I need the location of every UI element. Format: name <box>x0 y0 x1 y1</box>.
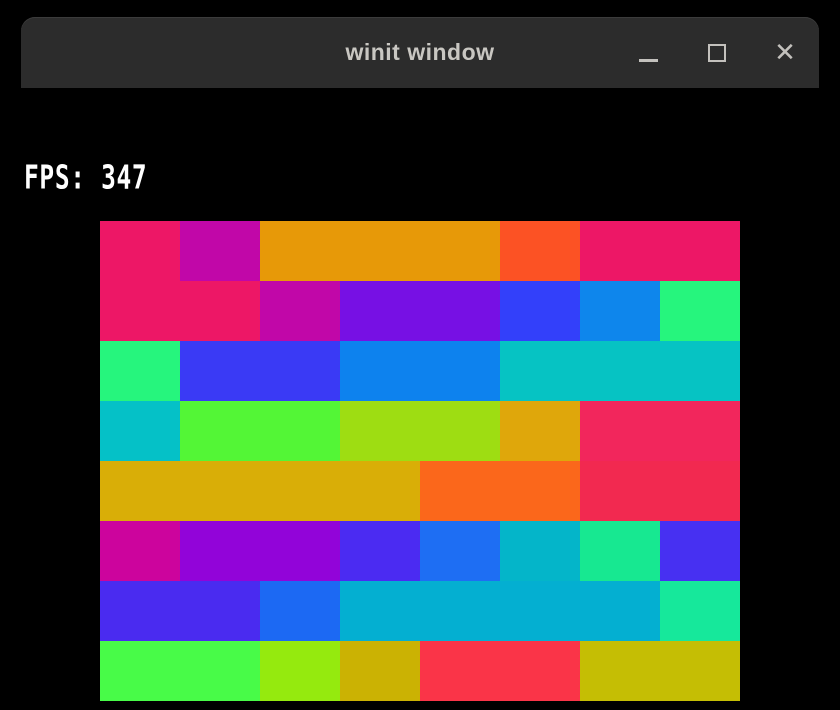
grid-cell <box>340 281 500 341</box>
grid-cell <box>580 641 740 701</box>
grid-row <box>100 401 740 461</box>
grid-cell <box>100 401 180 461</box>
grid-cell <box>660 281 740 341</box>
maximize-icon <box>708 44 726 62</box>
grid-row <box>100 581 740 641</box>
close-icon: ✕ <box>774 38 796 68</box>
grid-cell <box>500 341 740 401</box>
titlebar[interactable]: winit window ✕ <box>21 17 819 88</box>
close-button[interactable]: ✕ <box>765 33 805 73</box>
grid-cell <box>260 221 500 281</box>
grid-cell <box>100 641 260 701</box>
grid-cell <box>180 221 260 281</box>
grid-cell <box>260 581 340 641</box>
grid-cell <box>580 221 740 281</box>
grid-cell <box>340 521 420 581</box>
grid-cell <box>100 281 260 341</box>
grid-row <box>100 521 740 581</box>
grid-cell <box>340 581 660 641</box>
maximize-button[interactable] <box>697 33 737 73</box>
fps-counter: FPS: 347 <box>24 159 148 197</box>
grid-cell <box>580 281 660 341</box>
grid-cell <box>420 641 580 701</box>
grid-row <box>100 281 740 341</box>
minimize-button[interactable] <box>628 33 668 73</box>
grid-cell <box>580 401 740 461</box>
grid-cell <box>580 461 740 521</box>
grid-cell <box>420 521 500 581</box>
grid-cell <box>420 461 580 521</box>
window-content: FPS: 347 <box>21 88 819 701</box>
grid-cell <box>500 401 580 461</box>
minimize-icon <box>638 58 658 62</box>
grid-row <box>100 221 740 281</box>
grid-cell <box>100 521 180 581</box>
grid-cell <box>100 581 260 641</box>
grid-cell <box>340 401 500 461</box>
grid-cell <box>660 521 740 581</box>
grid-cell <box>500 521 580 581</box>
grid-cell <box>580 521 660 581</box>
window-title: winit window <box>345 39 495 65</box>
grid-cell <box>180 401 340 461</box>
color-grid <box>100 221 740 701</box>
grid-row <box>100 641 740 701</box>
grid-cell <box>180 521 340 581</box>
grid-cell <box>260 281 340 341</box>
grid-cell <box>100 221 180 281</box>
grid-row <box>100 341 740 401</box>
grid-cell <box>340 341 500 401</box>
grid-cell <box>260 641 340 701</box>
grid-cell <box>500 221 580 281</box>
grid-cell <box>660 581 740 641</box>
winit-window: winit window ✕ FPS: 347 <box>21 17 819 701</box>
grid-cell <box>180 341 340 401</box>
grid-cell <box>100 461 420 521</box>
grid-cell <box>340 641 420 701</box>
grid-cell <box>100 341 180 401</box>
grid-row <box>100 461 740 521</box>
grid-cell <box>500 281 580 341</box>
